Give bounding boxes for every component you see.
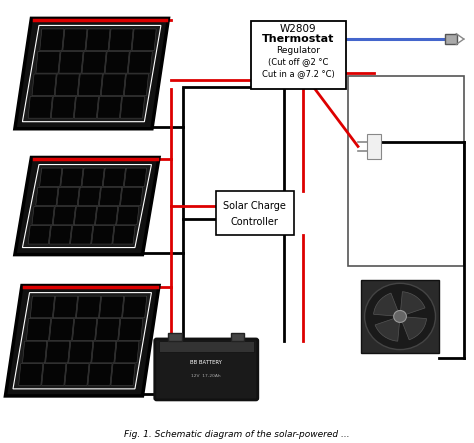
Polygon shape [99,187,122,206]
Text: 12V  17-20Ah: 12V 17-20Ah [191,374,221,378]
Polygon shape [113,225,135,244]
Polygon shape [103,168,126,187]
Polygon shape [74,97,99,118]
Polygon shape [115,341,139,363]
Polygon shape [78,74,102,96]
Polygon shape [40,168,62,187]
Polygon shape [74,206,97,225]
Text: Thermostat: Thermostat [262,34,335,44]
Polygon shape [40,29,64,51]
Polygon shape [13,292,152,389]
Polygon shape [88,364,112,385]
Polygon shape [23,341,47,363]
Bar [361,280,439,353]
Polygon shape [27,319,51,340]
Polygon shape [105,51,129,73]
Polygon shape [109,29,133,51]
Polygon shape [36,187,58,206]
Polygon shape [28,225,50,244]
Polygon shape [15,18,168,129]
Polygon shape [53,206,75,225]
Polygon shape [28,97,52,118]
Polygon shape [63,29,87,51]
Polygon shape [5,286,159,396]
Text: Cut in a @7.2 °C): Cut in a @7.2 °C) [262,69,335,78]
Polygon shape [59,51,83,73]
Polygon shape [118,319,143,340]
Polygon shape [120,187,143,206]
Polygon shape [57,187,79,206]
Polygon shape [61,168,83,187]
Wedge shape [374,293,400,316]
Polygon shape [36,51,60,73]
Text: Regulator: Regulator [276,46,320,54]
Polygon shape [95,206,118,225]
Polygon shape [82,51,106,73]
Polygon shape [71,225,93,244]
Wedge shape [400,291,425,316]
Bar [159,341,254,352]
Circle shape [394,311,406,323]
Wedge shape [375,316,400,341]
Polygon shape [18,364,43,385]
Text: Controller: Controller [231,217,279,226]
Polygon shape [15,157,159,255]
Polygon shape [78,187,100,206]
Polygon shape [55,74,79,96]
Bar [445,34,457,44]
Polygon shape [100,296,124,318]
Circle shape [365,284,436,350]
Bar [367,134,381,159]
Polygon shape [65,364,89,385]
Text: Fig. 1. Schematic diagram of the solar-powered ...: Fig. 1. Schematic diagram of the solar-p… [124,430,350,439]
Text: (Cut off @2 °C: (Cut off @2 °C [268,57,328,66]
Polygon shape [124,74,148,96]
FancyBboxPatch shape [155,339,258,400]
Polygon shape [123,296,147,318]
Polygon shape [73,319,97,340]
Polygon shape [32,74,56,96]
Bar [348,76,464,266]
Polygon shape [46,341,70,363]
Polygon shape [92,341,116,363]
Polygon shape [117,206,139,225]
Text: W2809: W2809 [280,24,317,34]
Polygon shape [111,364,135,385]
Polygon shape [132,29,156,51]
Polygon shape [22,25,161,122]
Bar [251,20,346,89]
Polygon shape [69,341,93,363]
Polygon shape [30,296,55,318]
Polygon shape [42,364,66,385]
Polygon shape [22,164,152,248]
Text: BB BATTERY: BB BATTERY [191,360,222,365]
Bar [168,333,182,341]
Text: Solar Charge: Solar Charge [223,201,286,211]
Polygon shape [97,97,121,118]
Bar [216,190,294,235]
Polygon shape [101,74,126,96]
Polygon shape [82,168,104,187]
Polygon shape [49,225,72,244]
Polygon shape [76,296,100,318]
Polygon shape [54,296,78,318]
Bar [231,333,244,341]
Polygon shape [91,225,114,244]
Polygon shape [96,319,120,340]
Polygon shape [86,29,110,51]
Polygon shape [49,319,73,340]
Polygon shape [32,206,54,225]
Polygon shape [124,168,146,187]
Polygon shape [51,97,75,118]
Polygon shape [120,97,145,118]
Wedge shape [400,316,427,340]
Polygon shape [128,51,152,73]
